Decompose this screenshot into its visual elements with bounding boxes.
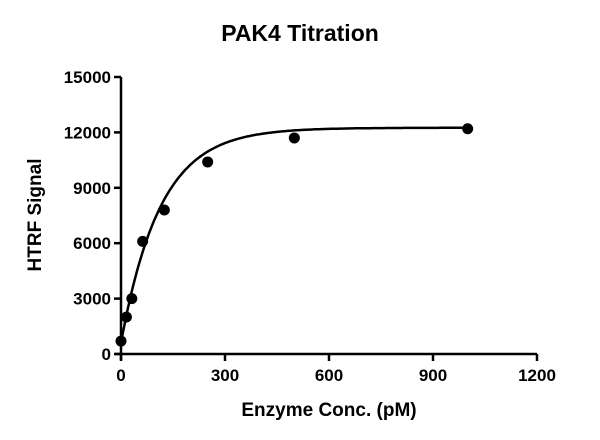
y-tick-label: 15000 [64, 68, 111, 87]
fit-curve [119, 126, 468, 344]
chart-title: PAK4 Titration [221, 20, 379, 46]
x-axis-label: Enzyme Conc. (pM) [241, 400, 416, 421]
axes: 0 3000 6000 9000 12000 15000 0 300 600 900 1200 [64, 68, 556, 385]
y-axis-label: HTRF Signal [25, 159, 46, 272]
y-tick-label: 0 [102, 345, 111, 364]
data-points [115, 123, 474, 347]
y-tick-label: 12000 [64, 123, 111, 142]
data-point [202, 156, 214, 168]
x-tick-label: 600 [315, 366, 343, 385]
data-point [120, 311, 132, 323]
data-point [462, 123, 474, 135]
x-tick-label: 0 [116, 366, 125, 385]
y-tick-label: 6000 [73, 234, 111, 253]
data-point [115, 335, 127, 347]
x-tick-label: 1200 [518, 366, 556, 385]
data-point [126, 293, 138, 305]
data-point [288, 132, 300, 144]
data-point [137, 235, 149, 247]
x-tick-label: 900 [419, 366, 447, 385]
y-tick-label: 9000 [73, 179, 111, 198]
y-tick-label: 3000 [73, 290, 111, 309]
x-tick-label: 300 [211, 366, 239, 385]
data-point [158, 204, 170, 216]
